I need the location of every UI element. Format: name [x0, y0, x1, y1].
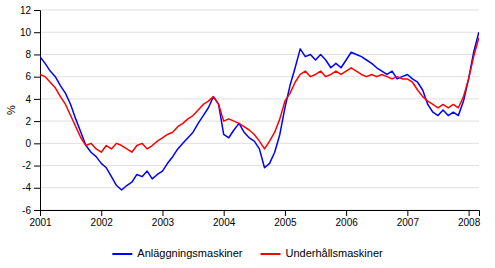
- y-tick-mark: [34, 54, 40, 55]
- y-tick-label: -2: [22, 160, 31, 171]
- x-tick-mark: [162, 210, 163, 216]
- y-tick-mark: [34, 143, 40, 144]
- y-tick: 4: [25, 94, 40, 105]
- x-tick-label: 2005: [274, 217, 297, 228]
- y-tick-mark: [34, 77, 40, 78]
- y-axis-title: %: [5, 105, 17, 115]
- grid-line: [40, 121, 479, 122]
- grid-line: [40, 54, 479, 55]
- y-axis-line: [34, 11, 41, 211]
- grid-line: [40, 187, 479, 188]
- x-tick-label: 2002: [91, 217, 114, 228]
- y-tick-mark: [34, 32, 40, 33]
- x-tick-label: 2003: [152, 217, 175, 228]
- x-tick-mark: [101, 210, 102, 216]
- x-tick-label: 2001: [29, 217, 52, 228]
- y-tick-label: -6: [22, 205, 31, 216]
- y-tick-mark: [34, 10, 40, 11]
- x-tick-label: 2006: [336, 217, 359, 228]
- y-tick-label: 8: [25, 49, 31, 60]
- y-axis: -6 -4 -2 0 2 4 6 8 10 12: [20, 5, 41, 216]
- y-tick-label: 4: [25, 94, 31, 105]
- y-tick-label: 6: [25, 71, 31, 82]
- plot-area: [40, 32, 479, 190]
- legend-label: Underhållsmaskiner: [285, 247, 383, 259]
- y-tick-mark: [34, 188, 40, 189]
- y-tick-label: 0: [25, 138, 31, 149]
- x-axis: 2001 2002 2003 2004 2005 2006 2007 2008: [29, 210, 480, 228]
- x-tick-mark: [224, 210, 225, 216]
- y-tick: -4: [22, 182, 40, 193]
- y-tick-label: 2: [25, 116, 31, 127]
- y-tick: -2: [22, 160, 40, 171]
- legend-item: Underhållsmaskiner: [260, 247, 383, 259]
- y-tick-label: -4: [22, 182, 31, 193]
- y-tick-label: 10: [20, 27, 32, 38]
- grid-line: [40, 98, 479, 99]
- x-tick: 2008: [458, 210, 481, 228]
- y-tick: 10: [20, 27, 40, 38]
- x-tick: 2005: [274, 210, 297, 228]
- legend-swatch: [260, 253, 280, 255]
- x-tick-mark: [346, 210, 347, 216]
- x-tick-mark: [407, 210, 408, 216]
- x-tick: 2004: [213, 210, 236, 228]
- chart: 2001 2002 2003 2004 2005 2006 2007 2008 -6 -4 -2 0 2…: [0, 0, 495, 268]
- grid-line: [40, 143, 479, 144]
- y-tick-label: 12: [20, 5, 32, 16]
- x-tick: 2001: [29, 210, 52, 228]
- y-tick: -6: [22, 205, 40, 216]
- legend-swatch: [112, 253, 132, 255]
- y-tick-mark: [34, 99, 40, 100]
- x-tick: 2002: [91, 210, 114, 228]
- x-tick-label: 2008: [458, 217, 481, 228]
- legend: Anläggningsmaskiner Underhållsmaskiner: [112, 247, 383, 259]
- y-tick: 0: [25, 138, 40, 149]
- y-tick: 2: [25, 116, 40, 127]
- y-tick-mark: [34, 121, 40, 122]
- grid-line: [40, 76, 479, 77]
- x-tick-mark: [469, 210, 470, 216]
- x-tick: 2003: [152, 210, 175, 228]
- y-tick-mark: [34, 210, 40, 211]
- x-tick-label: 2007: [397, 217, 420, 228]
- x-tick-mark: [285, 210, 286, 216]
- y-tick: 8: [25, 49, 40, 60]
- grid-line: [40, 10, 479, 11]
- y-tick: 12: [20, 5, 40, 16]
- x-tick: 2007: [397, 210, 420, 228]
- grid-line: [40, 165, 479, 166]
- x-axis-line: [41, 211, 480, 217]
- y-tick: 6: [25, 71, 40, 82]
- grid: [40, 10, 479, 210]
- x-tick-label: 2004: [213, 217, 236, 228]
- legend-label: Anläggningsmaskiner: [137, 247, 243, 259]
- legend-item: Anläggningsmaskiner: [112, 247, 243, 259]
- grid-line: [40, 32, 479, 33]
- series-line: [40, 38, 479, 152]
- series-line: [40, 32, 479, 190]
- x-tick: 2006: [336, 210, 359, 228]
- y-tick-mark: [34, 166, 40, 167]
